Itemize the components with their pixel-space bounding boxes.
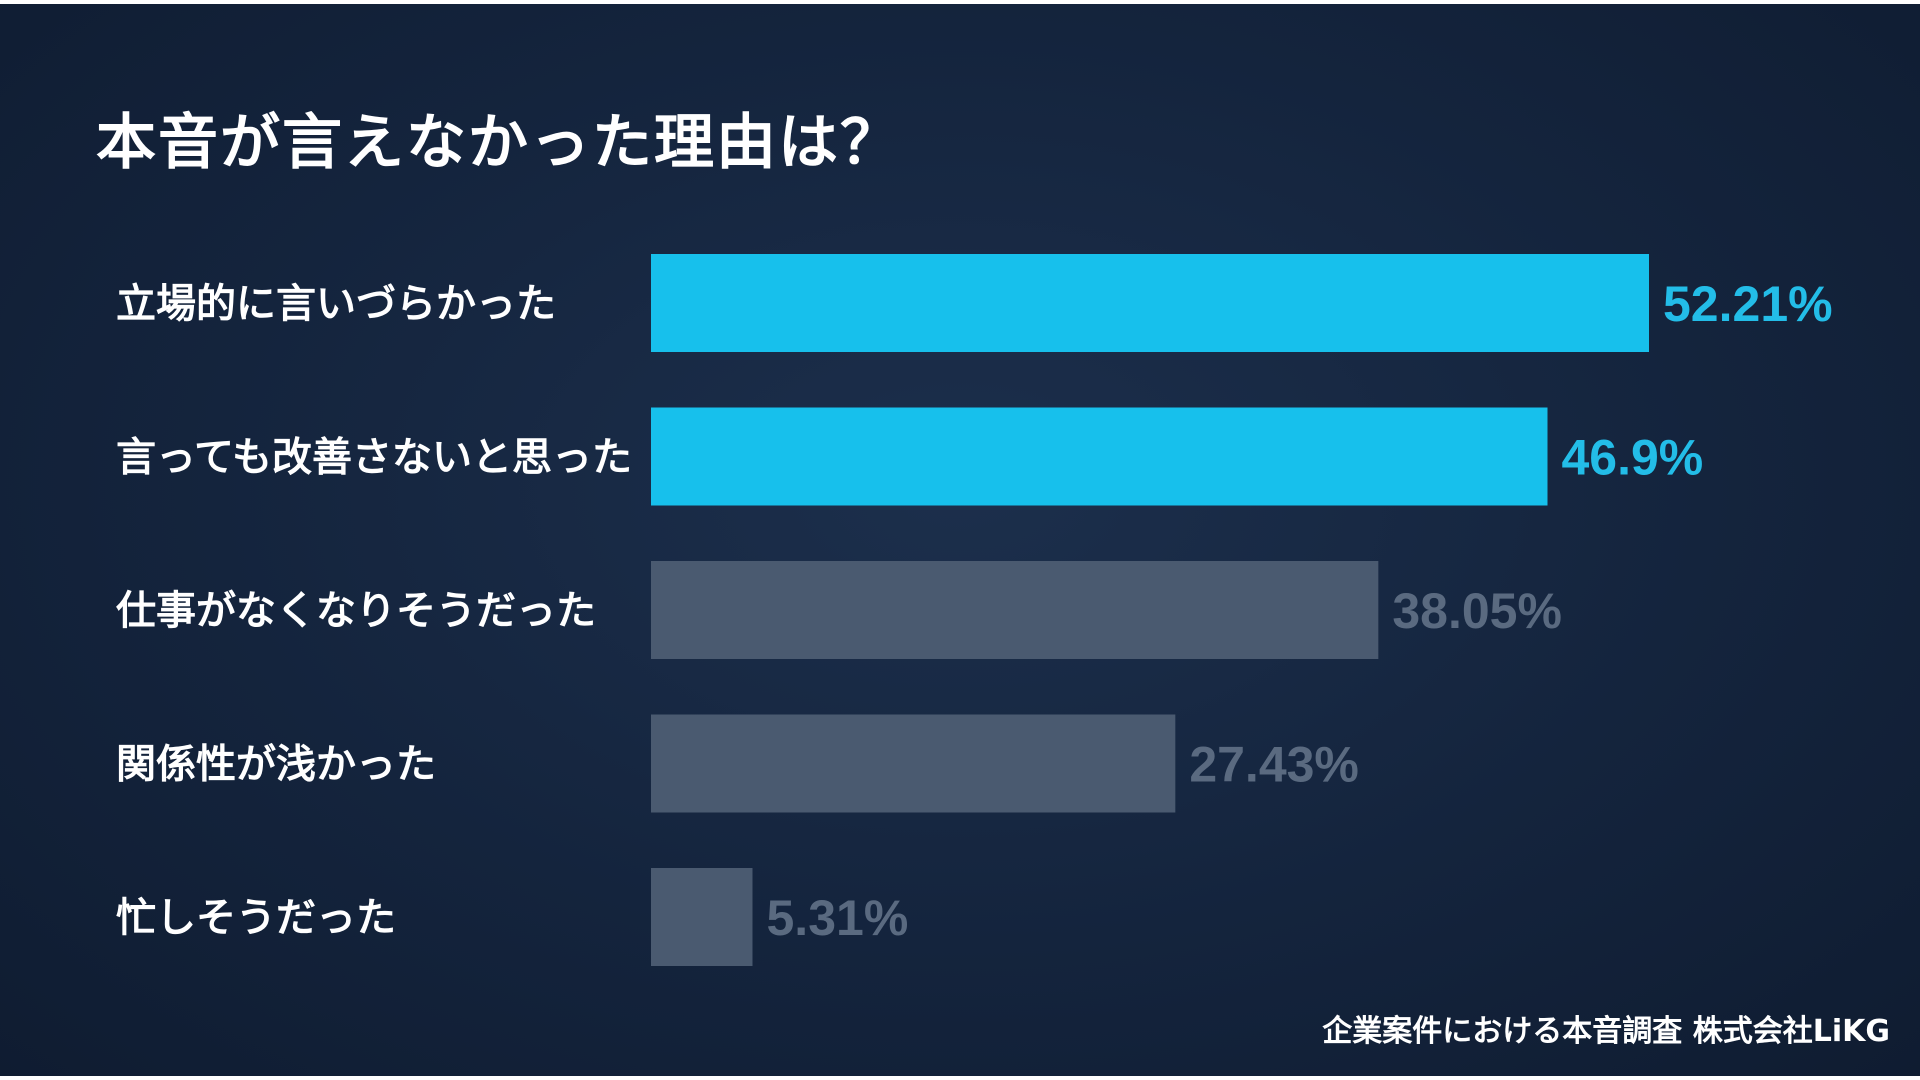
bar (651, 407, 1548, 506)
category-label: 立場的に言いづらかった (116, 281, 556, 327)
chart-title: 本音が言えなかった理由は？ (96, 108, 902, 178)
category-label: 仕事がなくなりそうだった (116, 588, 596, 634)
bar (651, 254, 1649, 352)
source-credit: 企業案件における本音調査 株式会社LiKG (1322, 1014, 1890, 1049)
category-label: 言っても改善さないと思った (116, 435, 632, 481)
value-label: 52.21% (1663, 276, 1833, 332)
value-label: 46.9% (1561, 430, 1703, 486)
value-label: 27.43% (1189, 737, 1359, 793)
bar-chart: 立場的に言いづらかった 52.21% 言っても改善さないと思った 46.9% 仕事がなく… (116, 254, 1833, 966)
value-label: 5.31% (767, 890, 909, 946)
chart-frame: 本音が言えなかった理由は？ 立場的に言いづらかった 52.21% 言っても改善さない… (0, 4, 1920, 1076)
category-label: 関係性が浅かった (116, 742, 436, 788)
category-label: 忙しそうだった (116, 895, 396, 941)
bar (651, 714, 1176, 813)
bar (651, 561, 1379, 659)
bar (651, 868, 753, 966)
value-label: 38.05% (1392, 583, 1562, 639)
